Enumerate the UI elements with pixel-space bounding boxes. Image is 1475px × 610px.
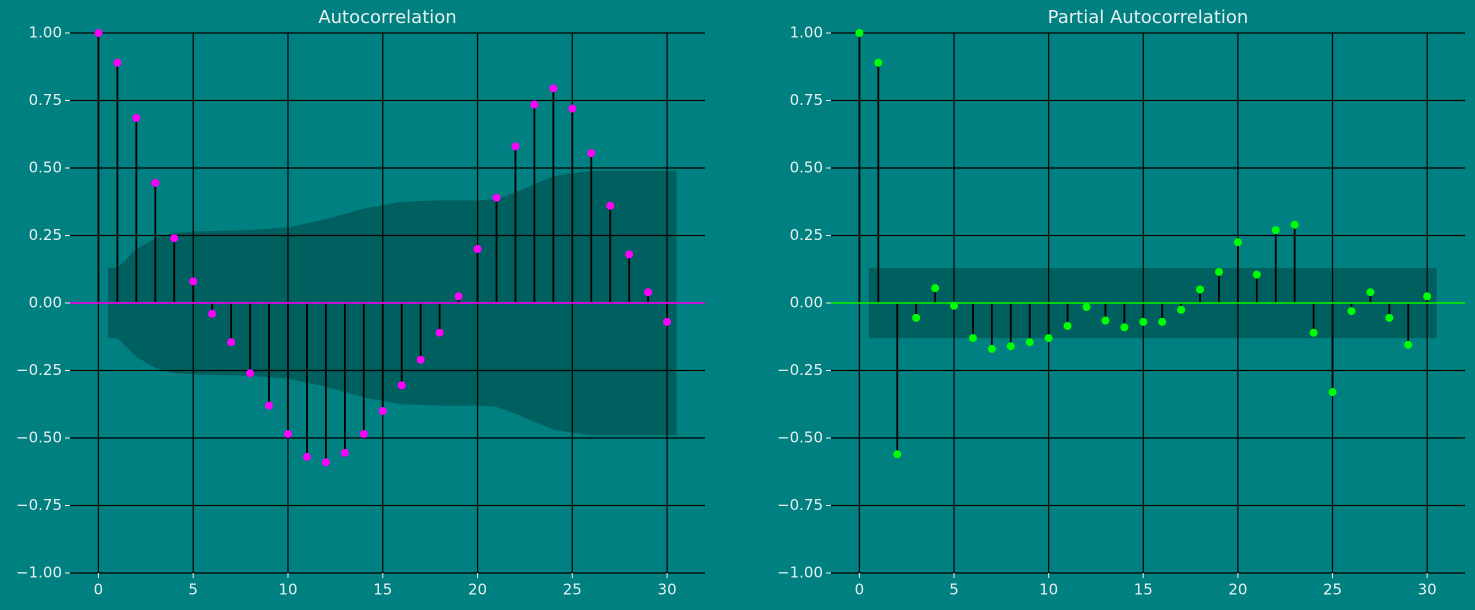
y-tick-label: 1.00 — [790, 24, 823, 42]
marker — [189, 277, 198, 286]
y-tick-label: 0.50 — [29, 159, 62, 177]
marker — [1139, 317, 1148, 326]
marker — [1177, 305, 1186, 314]
y-tick-label: 0.50 — [790, 159, 823, 177]
marker — [1082, 303, 1091, 312]
marker — [968, 334, 977, 343]
marker — [549, 84, 558, 93]
x-tick-label: 0 — [855, 581, 865, 599]
marker — [302, 452, 311, 461]
y-tick-label: 0.75 — [29, 91, 62, 109]
marker — [1290, 220, 1299, 229]
y-tick-label: −0.25 — [16, 361, 62, 379]
x-tick-label: 25 — [1323, 581, 1342, 599]
marker — [1101, 316, 1110, 325]
x-tick-label: 5 — [949, 581, 959, 599]
marker — [625, 250, 634, 259]
x-tick-label: 5 — [188, 581, 198, 599]
marker — [132, 114, 141, 123]
marker — [1404, 340, 1413, 349]
marker — [283, 429, 292, 438]
chart-title: Partial Autocorrelation — [1048, 7, 1249, 28]
chart-title: Autocorrelation — [318, 7, 456, 28]
marker — [151, 178, 160, 187]
marker — [1423, 292, 1432, 301]
y-tick-label: −1.00 — [777, 564, 823, 582]
y-tick-label: 0.25 — [29, 226, 62, 244]
marker — [473, 245, 482, 253]
marker — [170, 234, 179, 243]
x-tick-label: 15 — [1134, 581, 1153, 599]
marker — [893, 450, 902, 459]
marker — [265, 401, 274, 410]
marker — [454, 292, 463, 301]
marker — [644, 288, 653, 297]
x-tick-label: 0 — [94, 581, 104, 599]
x-tick-label: 15 — [373, 581, 392, 599]
x-tick-label: 10 — [278, 581, 297, 599]
marker — [1309, 328, 1318, 337]
marker — [1158, 317, 1167, 326]
marker — [416, 355, 425, 364]
marker — [587, 149, 596, 158]
y-tick-label: 0.25 — [790, 226, 823, 244]
marker — [568, 104, 577, 113]
x-tick-label: 30 — [1418, 581, 1437, 599]
marker — [511, 142, 520, 151]
x-tick-label: 25 — [563, 581, 582, 599]
marker — [227, 338, 236, 347]
marker — [1044, 334, 1053, 343]
marker — [208, 309, 217, 318]
marker — [94, 29, 103, 37]
marker — [874, 58, 883, 67]
x-tick-label: 20 — [1228, 581, 1247, 599]
marker — [855, 29, 864, 37]
marker — [340, 448, 349, 457]
marker — [492, 193, 501, 202]
y-tick-label: −0.50 — [777, 429, 823, 447]
y-tick-label: −1.00 — [16, 564, 62, 582]
y-tick-label: −0.75 — [16, 496, 62, 514]
marker — [397, 381, 406, 390]
marker — [1347, 307, 1356, 316]
y-tick-label: 0.75 — [790, 91, 823, 109]
marker — [1252, 270, 1261, 279]
y-tick-label: 1.00 — [29, 24, 62, 42]
marker — [931, 284, 940, 293]
y-tick-label: −0.75 — [777, 496, 823, 514]
x-tick-label: 10 — [1039, 581, 1058, 599]
x-tick-label: 30 — [658, 581, 677, 599]
marker — [1385, 313, 1394, 322]
marker — [113, 58, 122, 67]
marker — [1214, 267, 1223, 276]
y-tick-label: 0.00 — [790, 294, 823, 312]
marker — [1328, 388, 1337, 397]
marker — [1120, 323, 1129, 332]
marker — [378, 407, 387, 415]
marker — [1025, 338, 1034, 347]
marker — [1006, 342, 1015, 351]
marker — [530, 100, 539, 109]
marker — [321, 458, 330, 467]
marker — [663, 317, 672, 326]
marker — [950, 301, 959, 310]
marker — [1063, 321, 1072, 330]
marker — [1196, 285, 1205, 294]
marker — [246, 369, 255, 378]
marker — [606, 201, 615, 210]
y-tick-label: −0.50 — [16, 429, 62, 447]
marker — [359, 429, 368, 438]
marker — [1271, 226, 1280, 235]
marker — [435, 328, 444, 337]
marker — [912, 313, 921, 322]
marker — [1233, 238, 1242, 247]
marker — [987, 344, 996, 353]
y-tick-label: −0.25 — [777, 361, 823, 379]
marker — [1366, 288, 1375, 297]
y-tick-label: 0.00 — [29, 294, 62, 312]
x-tick-label: 20 — [468, 581, 487, 599]
